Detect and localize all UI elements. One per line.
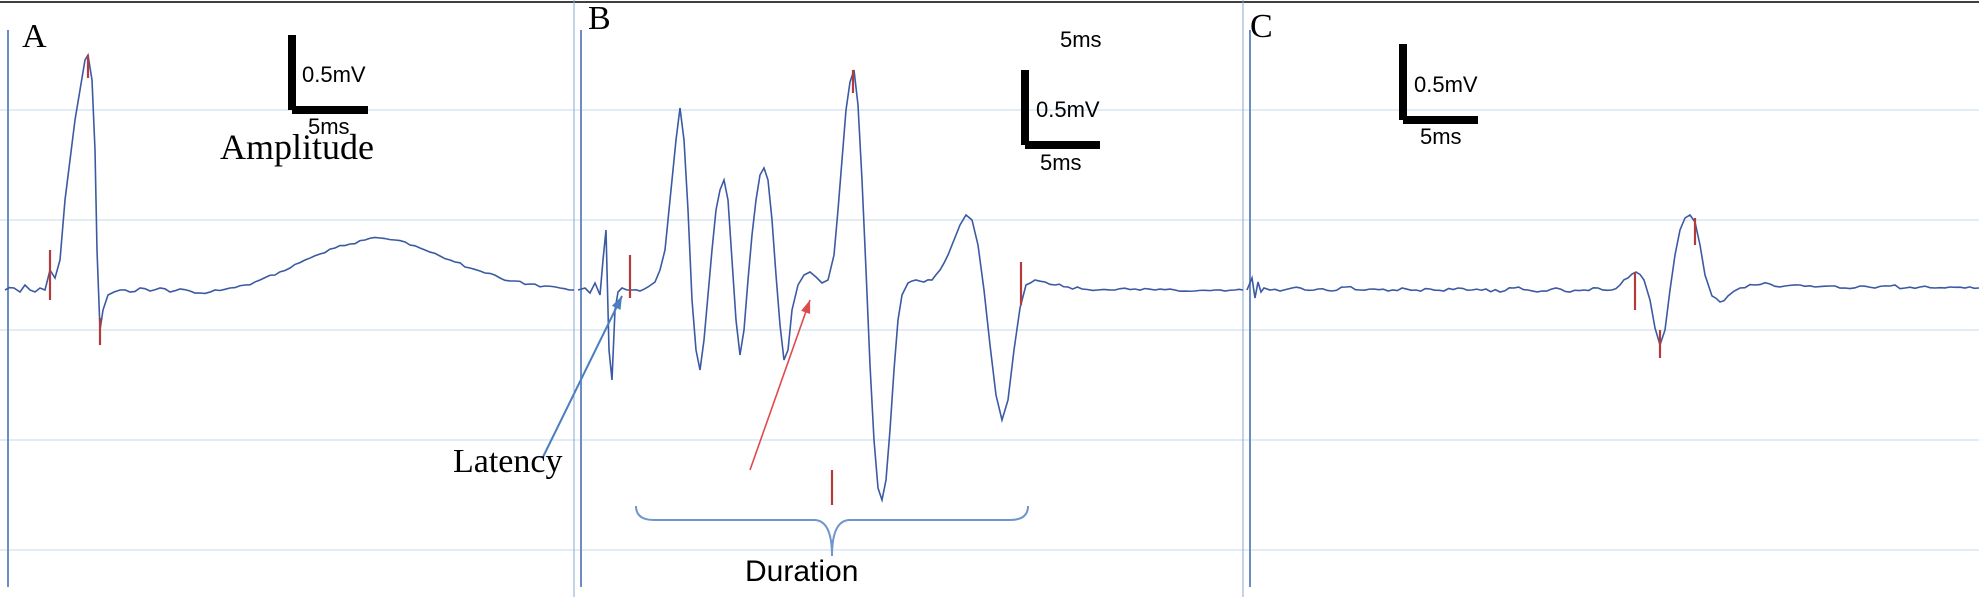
scale-v-label-a: 0.5mV (302, 62, 366, 88)
waveform-b (578, 70, 1243, 500)
extra-5ms-label: 5ms (1060, 27, 1102, 53)
waveform-c (1247, 215, 1979, 345)
figure-root: A B C Amplitude Latency Duration 5ms 0.5… (0, 0, 1979, 597)
duration-label: Duration (745, 555, 858, 589)
figure-svg (0, 0, 1979, 597)
panel-label-a: A (22, 18, 47, 56)
scale-h-label-b: 5ms (1040, 150, 1082, 176)
scale-v-label-b: 0.5mV (1036, 97, 1100, 123)
amplitude-label: Amplitude (220, 126, 374, 168)
scale-v-label-c: 0.5mV (1414, 72, 1478, 98)
panel-label-c: C (1250, 8, 1273, 46)
latency-label: Latency (453, 443, 563, 481)
panel-label-b: B (588, 0, 611, 38)
scale-h-label-a: 5ms (308, 114, 350, 140)
scale-h-label-c: 5ms (1420, 124, 1462, 150)
